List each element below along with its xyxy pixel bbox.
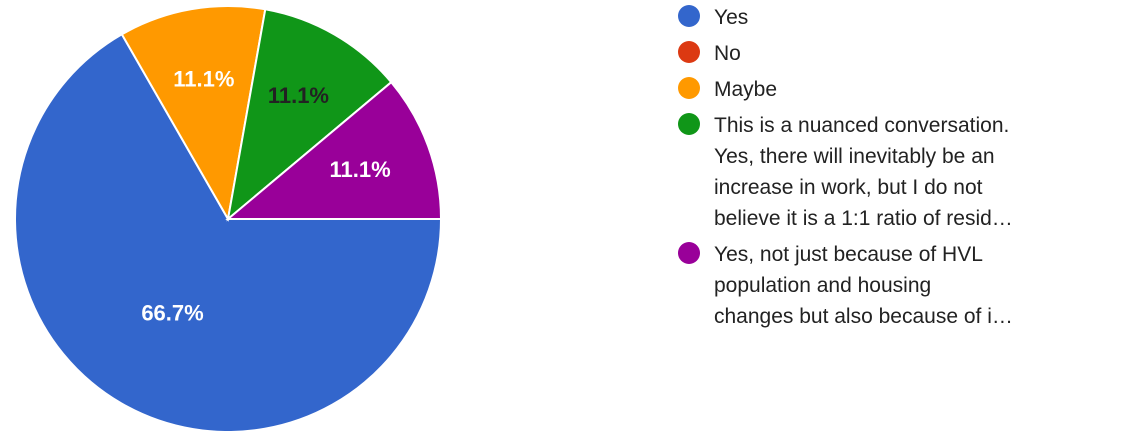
- slice-label-2: 11.1%: [173, 66, 234, 91]
- legend-label: Maybe: [714, 78, 778, 101]
- legend-item: Maybe: [678, 74, 1122, 105]
- legend-swatch: [678, 77, 700, 99]
- legend-item: No: [678, 38, 1122, 69]
- pie-slice-2: [120, 5, 267, 222]
- pie-slice-0: [14, 32, 443, 431]
- slice-label-0: 66.7%: [141, 301, 203, 326]
- legend-label: Yes, not just because of HVL population …: [714, 243, 1013, 328]
- pie-slice-3: [226, 8, 393, 222]
- slice-label-3: 11.1%: [268, 83, 329, 108]
- slice-label-4: 11.1%: [330, 157, 391, 182]
- pie-chart: 66.7% 11.1% 11.1% 11.1%: [14, 5, 443, 431]
- legend-swatch: [678, 41, 700, 63]
- legend-swatch: [678, 5, 700, 27]
- legend: Yes No Maybe This is a nuanced conversation…: [678, 2, 1122, 337]
- legend-item: Yes, not just because of HVL population …: [678, 239, 1122, 332]
- legend-swatch: [678, 113, 700, 135]
- legend-item: This is a nuanced conversation. Yes, the…: [678, 110, 1122, 234]
- legend-label: This is a nuanced conversation. Yes, the…: [714, 114, 1013, 230]
- pie-slice-4: [225, 80, 443, 220]
- legend-item: Yes: [678, 2, 1122, 33]
- legend-label: Yes: [714, 6, 749, 29]
- legend-swatch: [678, 242, 700, 264]
- legend-label: No: [714, 42, 741, 65]
